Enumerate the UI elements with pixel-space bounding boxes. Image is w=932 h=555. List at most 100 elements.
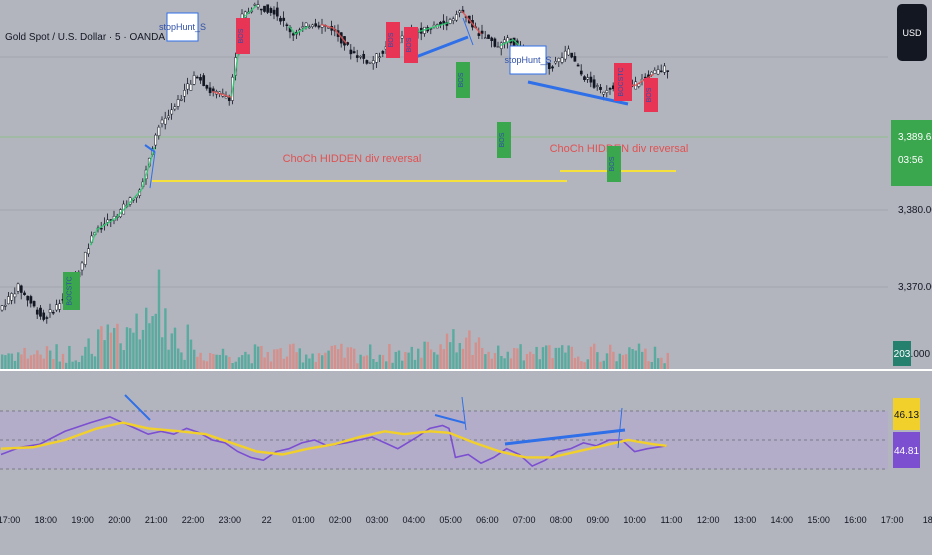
volume-bar bbox=[545, 345, 548, 370]
candle bbox=[208, 82, 212, 96]
volume-bar bbox=[116, 323, 119, 370]
time-axis[interactable]: 17:00 18:00 19:00 20:00 21:00 22:00 23:00 22 01:… bbox=[0, 515, 932, 525]
volume-bar bbox=[455, 352, 458, 370]
volume-bar bbox=[375, 361, 378, 370]
candle bbox=[3, 299, 7, 311]
time-axis-label: 06:00 bbox=[476, 515, 499, 525]
time-axis-label: 17:00 bbox=[881, 515, 904, 525]
volume-bar bbox=[609, 344, 612, 370]
volume-bar bbox=[573, 357, 577, 370]
volume-bar bbox=[465, 337, 468, 370]
volume-bar bbox=[481, 347, 484, 370]
trend-segment bbox=[461, 10, 482, 35]
candle bbox=[272, 6, 276, 20]
volume-tag bbox=[893, 341, 911, 366]
candle bbox=[573, 52, 577, 62]
trendline-3-tick bbox=[149, 151, 156, 189]
volume-bar bbox=[314, 361, 317, 370]
volume-bar bbox=[23, 347, 26, 370]
volume-bar bbox=[372, 358, 375, 370]
volume-bar bbox=[324, 352, 327, 370]
price-tag bbox=[891, 120, 932, 186]
time-axis-label: 18: bbox=[923, 515, 932, 525]
volume-bar bbox=[122, 350, 125, 370]
volume-bar bbox=[596, 352, 599, 370]
volume-bar bbox=[532, 354, 535, 370]
volume-bar bbox=[586, 359, 589, 370]
time-axis-label: 23:00 bbox=[219, 515, 242, 525]
rsi-trendline-2-tick bbox=[461, 396, 467, 431]
candle bbox=[653, 67, 657, 74]
candle bbox=[19, 284, 23, 300]
volume-bar bbox=[359, 354, 362, 370]
candle bbox=[259, 8, 263, 15]
currency-badge[interactable] bbox=[897, 4, 927, 61]
svg-text:BOS: BOS bbox=[609, 156, 616, 171]
volume-bar bbox=[557, 347, 561, 370]
stophunt-label-2: stopHunt_S bbox=[504, 55, 551, 65]
volume-bar bbox=[420, 357, 423, 370]
svg-text:BOS: BOS bbox=[499, 132, 506, 147]
volume-bar bbox=[36, 350, 39, 370]
volume-bar bbox=[461, 348, 465, 370]
candle bbox=[547, 63, 551, 75]
signal-sell-5: BOS bbox=[644, 78, 658, 112]
annotations: stopHunt_S stopHunt_S ChoCh HIDDEN div r… bbox=[63, 12, 688, 310]
candle bbox=[266, 4, 270, 14]
volume-bar bbox=[151, 316, 154, 370]
svg-text:BOCSTC: BOCSTC bbox=[67, 276, 74, 305]
time-axis-label: 19:00 bbox=[71, 515, 94, 525]
time-axis-label: 17:00 bbox=[0, 515, 20, 525]
candle bbox=[349, 44, 353, 60]
volume-bar bbox=[205, 361, 209, 370]
volume-bar bbox=[167, 349, 170, 370]
volume-bar bbox=[292, 343, 295, 370]
volume-bar bbox=[39, 354, 42, 370]
volume-bar bbox=[135, 313, 138, 370]
time-axis-label: 12:00 bbox=[697, 515, 720, 525]
volume-bar bbox=[333, 345, 337, 370]
volume-bar bbox=[148, 323, 151, 370]
candle bbox=[599, 83, 602, 94]
volume-bar bbox=[362, 356, 365, 370]
volume-bar bbox=[548, 345, 551, 370]
candle bbox=[503, 36, 506, 49]
volume-bar bbox=[353, 348, 356, 370]
volume-bar bbox=[401, 360, 404, 370]
time-axis-label: 14:00 bbox=[771, 515, 794, 525]
rsi-trendline-3 bbox=[124, 394, 151, 421]
volume-bar bbox=[621, 355, 625, 370]
volume-bar bbox=[308, 358, 311, 370]
candle bbox=[352, 46, 356, 54]
volume-bar bbox=[423, 341, 426, 370]
volume-bar bbox=[637, 343, 641, 370]
currency-badge-label: USD bbox=[902, 28, 922, 38]
volume-bar bbox=[74, 360, 77, 370]
volume-bar bbox=[666, 352, 669, 370]
volume-bar bbox=[42, 358, 45, 370]
candle bbox=[563, 45, 567, 62]
volume-bar bbox=[529, 351, 532, 370]
volume-bar bbox=[81, 355, 84, 370]
candle bbox=[567, 45, 570, 56]
volume-bar bbox=[183, 359, 186, 370]
candle bbox=[496, 41, 500, 48]
volume-bar bbox=[650, 362, 653, 370]
volume-bar bbox=[317, 353, 321, 370]
volume-bar bbox=[391, 362, 394, 370]
candle bbox=[666, 70, 670, 79]
volume-bar bbox=[55, 344, 58, 370]
candle bbox=[154, 133, 158, 150]
volume-bar bbox=[484, 354, 487, 370]
volume-bar bbox=[106, 324, 109, 370]
volume-bar bbox=[458, 343, 461, 370]
candle bbox=[317, 21, 321, 30]
candle bbox=[163, 111, 167, 130]
candle bbox=[285, 22, 289, 31]
volume-bar bbox=[285, 356, 289, 370]
volume-bar bbox=[311, 353, 314, 370]
volume-bar bbox=[602, 360, 605, 370]
volume-bar bbox=[407, 352, 410, 370]
